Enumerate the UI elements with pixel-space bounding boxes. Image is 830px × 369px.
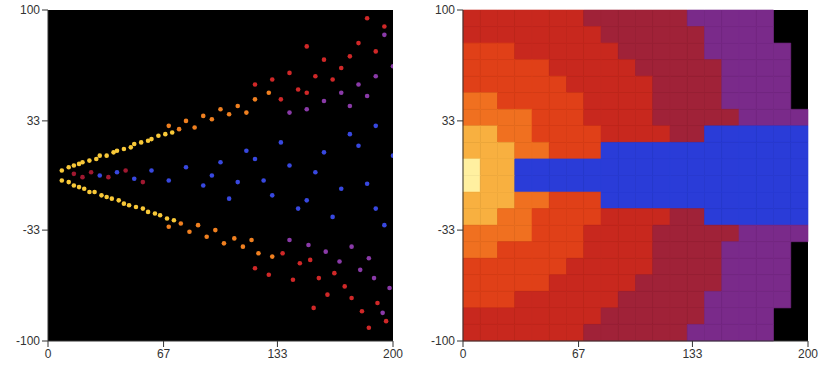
svg-text:33: 33 <box>27 114 41 128</box>
svg-text:200: 200 <box>798 347 818 361</box>
svg-text:67: 67 <box>572 347 586 361</box>
svg-text:-100: -100 <box>16 334 40 348</box>
svg-text:133: 133 <box>267 347 287 361</box>
svg-text:-33: -33 <box>23 223 41 237</box>
svg-text:33: 33 <box>442 114 456 128</box>
svg-text:67: 67 <box>157 347 171 361</box>
svg-text:200: 200 <box>383 347 403 361</box>
svg-text:0: 0 <box>45 347 52 361</box>
svg-text:-100: -100 <box>431 334 455 348</box>
svg-text:133: 133 <box>682 347 702 361</box>
svg-text:0: 0 <box>460 347 467 361</box>
svg-text:100: 100 <box>20 3 40 17</box>
svg-text:100: 100 <box>435 3 455 17</box>
svg-text:-33: -33 <box>438 223 456 237</box>
